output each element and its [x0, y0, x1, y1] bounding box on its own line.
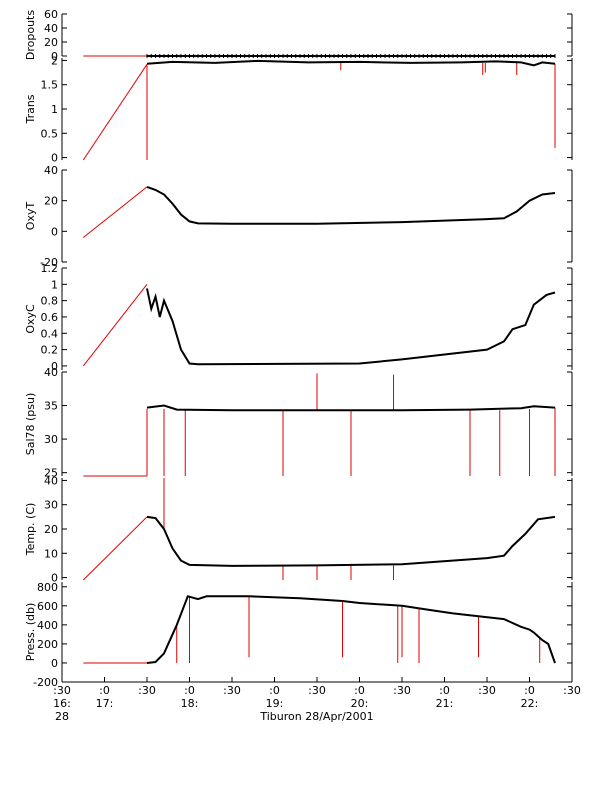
y-tick-label: 40	[44, 474, 58, 487]
y-axis-label: OxyT	[24, 202, 37, 231]
x-tick-label: :0	[354, 684, 365, 697]
series-trace	[146, 595, 556, 664]
y-tick-label: 200	[37, 638, 58, 651]
x-tick-label: :0	[184, 684, 195, 697]
y-tick-label: 35	[44, 400, 58, 413]
y-tick-label: 0	[51, 225, 58, 238]
y-tick-label: 0	[51, 360, 58, 373]
y-tick-label: -200	[33, 676, 58, 689]
y-tick-label: 20	[44, 523, 58, 536]
series-trace	[146, 185, 556, 225]
series-raw	[82, 186, 148, 238]
x-tick-label: :30	[53, 684, 71, 697]
x-tick-label: :0	[524, 684, 535, 697]
panel-1: 0 0.5 1 1.5 2 Trans	[24, 54, 573, 165]
x-tick-label: :0	[99, 684, 110, 697]
y-tick-label: 0	[51, 152, 58, 165]
y-tick-label: 1.5	[41, 79, 59, 92]
series-trace	[146, 59, 556, 67]
y-tick-label: 800	[37, 581, 58, 594]
y-axis-label: Temp. (C)	[24, 503, 37, 557]
y-axis-label: Sal78 (psu)	[24, 393, 37, 456]
x-tick-label: :30	[308, 684, 326, 697]
y-axis-label: Dropouts	[24, 10, 37, 60]
x-tick-label-hour: 19:	[266, 697, 284, 710]
series-raw	[82, 283, 148, 367]
y-tick-label: 0.8	[41, 295, 59, 308]
series-trace	[146, 515, 556, 567]
x-tick-label-hour: 18:	[181, 697, 199, 710]
y-axis-label: OxyC	[24, 304, 37, 334]
x-tick-label-hour: 16:	[53, 697, 71, 710]
series-raw	[82, 64, 148, 161]
y-tick-label: 20	[44, 36, 58, 49]
y-tick-label: 0.6	[41, 311, 59, 324]
x-tick-label: :0	[439, 684, 450, 697]
panel-2: -20 0 20 40 OxyT	[24, 164, 573, 269]
y-axis-label: Trans	[24, 94, 37, 124]
y-tick-label: 0.5	[41, 127, 59, 140]
y-tick-label: 10	[44, 547, 58, 560]
x-tick-label: :30	[393, 684, 411, 697]
y-tick-label: 1.2	[41, 262, 59, 275]
panel-4: 25 30 35 40 Sal78 (psu)	[24, 366, 573, 480]
x-tick-label: :30	[563, 684, 581, 697]
x-tick-label-hour: 21:	[436, 697, 454, 710]
y-tick-label: 400	[37, 619, 58, 632]
x-tick-label: :30	[223, 684, 241, 697]
y-tick-label: 600	[37, 600, 58, 613]
y-tick-label: 0	[51, 572, 58, 585]
series-trace	[146, 404, 556, 412]
y-tick-label: 40	[44, 22, 58, 35]
y-tick-label: 60	[44, 8, 58, 21]
y-tick-label: 0.2	[41, 344, 59, 357]
y-tick-label: 20	[44, 195, 58, 208]
y-tick-label: 30	[44, 433, 58, 446]
y-tick-label: 0	[51, 657, 58, 670]
x-tick-label: :30	[478, 684, 496, 697]
y-tick-label: 0	[51, 50, 58, 63]
x-axis-title: Tiburon 28/Apr/2001	[259, 710, 373, 723]
y-tick-label: 0.4	[41, 327, 59, 340]
y-tick-label: 40	[44, 164, 58, 177]
x-tick-label-day: 28	[55, 710, 69, 723]
y-tick-label: -20	[40, 256, 58, 269]
x-tick-label: :0	[269, 684, 280, 697]
panel-3: 0 0.2 0.4 0.6 0.8 1 1.2 OxyC	[24, 262, 573, 373]
y-tick-label: 1	[51, 103, 58, 116]
x-tick-label-hour: 17:	[96, 697, 114, 710]
y-tick-label: 1	[51, 278, 58, 291]
x-tick-label-hour: 20:	[351, 697, 369, 710]
x-tick-label-hour: 22:	[521, 697, 539, 710]
panel-5: 0 10 20 30 40 Temp. (C)	[24, 474, 573, 585]
y-tick-label: 25	[44, 467, 58, 480]
series-raw	[82, 516, 148, 581]
y-tick-label: 2	[51, 54, 58, 67]
y-axis-label: Press. (db)	[24, 603, 37, 662]
y-tick-label: 30	[44, 499, 58, 512]
x-tick-label: :30	[138, 684, 156, 697]
series-trace	[146, 288, 556, 366]
y-tick-label: 40	[44, 366, 58, 379]
